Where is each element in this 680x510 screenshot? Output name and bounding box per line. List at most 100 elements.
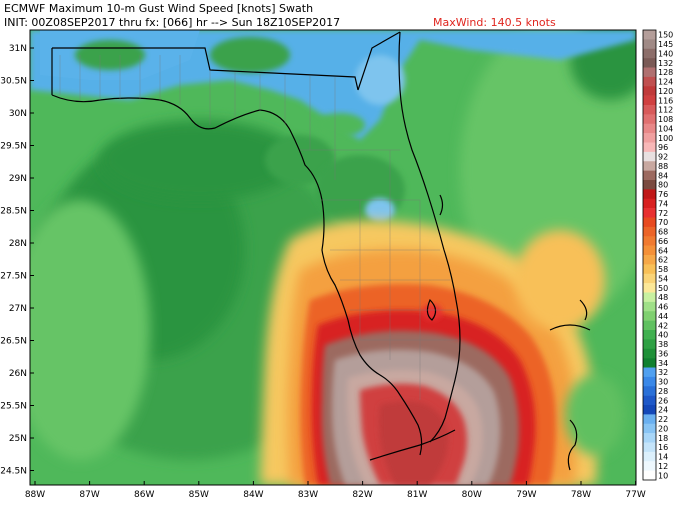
colorbar-swatch [643, 142, 656, 153]
colorbar-label: 128 [658, 68, 673, 77]
colorbar-swatch [643, 405, 656, 415]
colorbar-swatch [643, 283, 656, 293]
colorbar-swatch [643, 245, 656, 256]
lat-tick-label: 26.5N [0, 337, 27, 347]
colorbar-label: 38 [658, 340, 668, 349]
colorbar-label: 145 [658, 40, 673, 49]
colorbar-swatch [643, 76, 656, 87]
colorbar-label: 20 [658, 424, 668, 433]
max-wind-label: MaxWind: 140.5 knots [433, 16, 556, 29]
colorbar-label: 34 [658, 359, 668, 368]
colorbar-label: 30 [658, 378, 668, 387]
colorbar-swatch [643, 198, 656, 209]
colorbar-label: 96 [658, 143, 668, 152]
colorbar-label: 42 [658, 321, 668, 330]
lat-tick-label: 30N [9, 109, 27, 119]
colorbar-label: 46 [658, 303, 668, 312]
lon-tick-label: 80W [462, 490, 482, 500]
colorbar-swatch [643, 48, 656, 59]
colorbar-swatch [643, 386, 656, 396]
colorbar-swatch [643, 170, 656, 181]
colorbar-swatch [643, 367, 656, 378]
colorbar-label: 32 [658, 368, 668, 377]
map-title: ECMWF Maximum 10-m Gust Wind Speed [knot… [4, 2, 314, 15]
lon-tick-label: 77W [625, 490, 645, 500]
lat-tick-label: 26N [9, 369, 27, 379]
lat-tick-label: 28N [9, 239, 27, 249]
lat-tick-label: 27N [9, 304, 27, 314]
colorbar-label: 100 [658, 134, 673, 143]
colorbar-label: 26 [658, 396, 668, 405]
colorbar-swatch [643, 451, 656, 462]
colorbar-swatch [643, 58, 656, 68]
lon-tick-label: 86W [134, 490, 154, 500]
colorbar-label: 112 [658, 106, 673, 115]
colorbar-swatch [643, 180, 656, 190]
colorbar-label: 116 [658, 96, 673, 105]
colorbar-label: 64 [658, 246, 668, 255]
lat-tick-label: 25N [9, 434, 27, 444]
colorbar-swatch [643, 414, 656, 425]
latitude-axis: 31N 30.5N 30N 29.5N 29N 28.5N 28N 27.5N 27N 26.5N… [0, 44, 34, 477]
colorbar-swatch [643, 273, 656, 284]
lat-tick-label: 27.5N [0, 272, 27, 282]
lat-tick-label: 28.5N [0, 207, 27, 217]
colorbar-swatch [643, 105, 656, 115]
county-lines [59, 55, 458, 400]
colorbar-swatch [643, 423, 656, 434]
colorbar-swatch [643, 358, 656, 368]
colorbar-swatch [643, 320, 656, 331]
hurricane-swath [260, 220, 625, 485]
colorbar-swatch [643, 330, 656, 340]
colorbar-label: 62 [658, 256, 668, 265]
colorbar-label: 28 [658, 387, 668, 396]
colorbar-swatch [643, 255, 656, 265]
colorbar-label: 16 [658, 443, 668, 452]
colorbar-label: 150 [658, 31, 673, 40]
colorbar-label: 68 [658, 228, 668, 237]
colorbar-label: 14 [658, 453, 668, 462]
map-plot-area [30, 30, 636, 485]
colorbar-label: 50 [658, 284, 668, 293]
plot-frame [29, 29, 637, 486]
colorbar-label: 108 [658, 115, 673, 124]
colorbar-swatch [643, 39, 656, 50]
colorbar-label: 22 [658, 415, 668, 424]
lon-tick-label: 84W [243, 490, 263, 500]
lon-tick-label: 85W [189, 490, 209, 500]
colorbar-swatch [643, 433, 656, 443]
colorbar-swatch [643, 161, 656, 171]
colorbar-label: 76 [658, 190, 668, 199]
colorbar-label: 70 [658, 218, 668, 227]
lon-tick-label: 78W [571, 490, 591, 500]
colorbar-swatch [643, 292, 656, 303]
colorbar-swatch [643, 264, 656, 275]
init-forecast-line: INIT: 00Z08SEP2017 thru fx: [066] hr -->… [4, 16, 341, 29]
colorbar-swatch [643, 376, 656, 387]
colorbar-label: 140 [658, 49, 673, 58]
lon-tick-label: 81W [407, 490, 427, 500]
lat-tick-label: 30.5N [0, 77, 27, 87]
colorbar-swatch [643, 189, 656, 200]
longitude-axis: 88W 87W 86W 85W 84W 83W 82W 81W 80W 79W 78W 77W [25, 481, 646, 500]
colorbar-swatch [643, 86, 656, 96]
colorbar-swatch [643, 133, 656, 143]
colorbar-swatch [643, 208, 656, 218]
lon-tick-label: 79W [516, 490, 536, 500]
colorbar-swatch [643, 67, 656, 78]
colorbar-swatch [643, 236, 656, 246]
colorbar-label: 72 [658, 209, 668, 218]
colorbar-swatch [643, 123, 656, 134]
lat-tick-label: 29N [9, 174, 27, 184]
colorbar-label: 80 [658, 181, 668, 190]
colorbar-swatch [643, 151, 656, 162]
colorbar-swatch [643, 461, 656, 471]
lon-tick-label: 83W [298, 490, 318, 500]
colorbar-swatch [643, 114, 656, 125]
colorbar-label: 54 [658, 274, 668, 283]
colorbar-label: 88 [658, 162, 668, 171]
colorbar-swatch [643, 442, 656, 453]
colorbar-label: 84 [658, 171, 668, 180]
colorbar-label: 44 [658, 312, 668, 321]
colorbar-label: 74 [658, 199, 668, 208]
